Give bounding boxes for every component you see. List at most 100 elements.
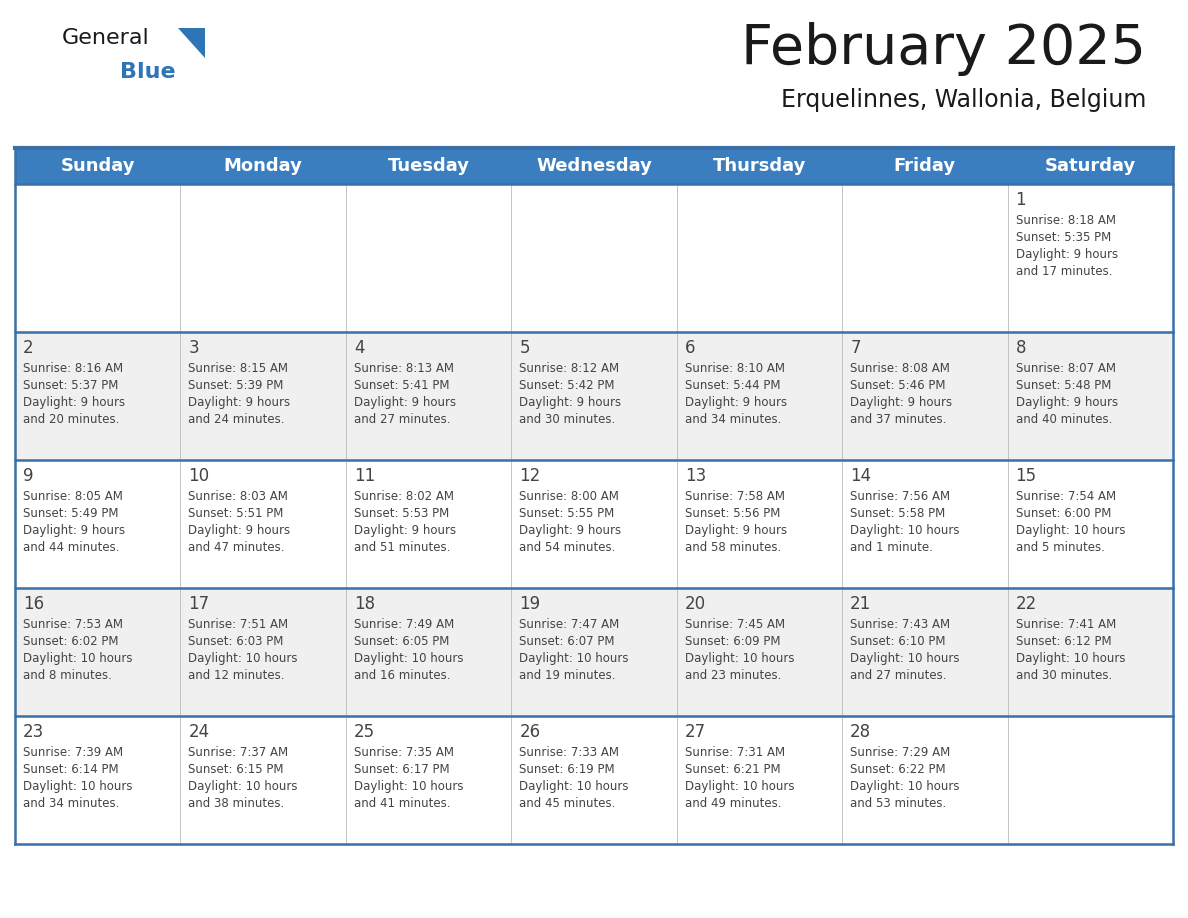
Text: 25: 25 xyxy=(354,723,375,741)
Text: Sunrise: 7:41 AM: Sunrise: 7:41 AM xyxy=(1016,618,1116,631)
Text: Sunset: 5:53 PM: Sunset: 5:53 PM xyxy=(354,507,449,520)
Text: 1: 1 xyxy=(1016,191,1026,209)
Text: Sunrise: 8:05 AM: Sunrise: 8:05 AM xyxy=(23,490,122,503)
Text: Sunrise: 7:58 AM: Sunrise: 7:58 AM xyxy=(684,490,785,503)
Text: Sunset: 6:15 PM: Sunset: 6:15 PM xyxy=(189,763,284,776)
Text: Daylight: 9 hours: Daylight: 9 hours xyxy=(23,524,125,537)
Text: Sunset: 5:35 PM: Sunset: 5:35 PM xyxy=(1016,231,1111,244)
Text: Sunset: 5:39 PM: Sunset: 5:39 PM xyxy=(189,379,284,392)
Text: and 53 minutes.: and 53 minutes. xyxy=(851,797,947,810)
Text: Sunrise: 7:31 AM: Sunrise: 7:31 AM xyxy=(684,746,785,759)
Text: 23: 23 xyxy=(23,723,44,741)
Text: Daylight: 9 hours: Daylight: 9 hours xyxy=(684,524,786,537)
Text: Sunset: 6:10 PM: Sunset: 6:10 PM xyxy=(851,635,946,648)
Text: February 2025: February 2025 xyxy=(741,22,1146,76)
Text: 18: 18 xyxy=(354,595,375,613)
Text: Daylight: 10 hours: Daylight: 10 hours xyxy=(23,652,133,665)
Text: and 27 minutes.: and 27 minutes. xyxy=(354,413,450,426)
Text: Sunrise: 7:47 AM: Sunrise: 7:47 AM xyxy=(519,618,619,631)
Text: Sunset: 5:42 PM: Sunset: 5:42 PM xyxy=(519,379,614,392)
Text: Sunset: 5:49 PM: Sunset: 5:49 PM xyxy=(23,507,119,520)
Text: and 41 minutes.: and 41 minutes. xyxy=(354,797,450,810)
Text: 8: 8 xyxy=(1016,339,1026,357)
Text: and 30 minutes.: and 30 minutes. xyxy=(1016,669,1112,682)
Text: 7: 7 xyxy=(851,339,860,357)
Bar xyxy=(15,148,1173,184)
Text: Daylight: 10 hours: Daylight: 10 hours xyxy=(851,780,960,793)
Text: 4: 4 xyxy=(354,339,365,357)
Text: Daylight: 9 hours: Daylight: 9 hours xyxy=(519,396,621,409)
Text: Daylight: 9 hours: Daylight: 9 hours xyxy=(851,396,953,409)
Text: Sunset: 6:07 PM: Sunset: 6:07 PM xyxy=(519,635,614,648)
Text: Sunset: 5:44 PM: Sunset: 5:44 PM xyxy=(684,379,781,392)
Text: and 27 minutes.: and 27 minutes. xyxy=(851,669,947,682)
Text: Daylight: 9 hours: Daylight: 9 hours xyxy=(23,396,125,409)
Bar xyxy=(15,460,1173,588)
Text: Sunrise: 7:49 AM: Sunrise: 7:49 AM xyxy=(354,618,454,631)
Text: and 8 minutes.: and 8 minutes. xyxy=(23,669,112,682)
Text: Sunset: 5:51 PM: Sunset: 5:51 PM xyxy=(189,507,284,520)
Text: and 37 minutes.: and 37 minutes. xyxy=(851,413,947,426)
Text: Daylight: 10 hours: Daylight: 10 hours xyxy=(684,780,795,793)
Text: and 34 minutes.: and 34 minutes. xyxy=(684,413,781,426)
Text: 24: 24 xyxy=(189,723,209,741)
Text: 15: 15 xyxy=(1016,467,1037,485)
Text: Daylight: 9 hours: Daylight: 9 hours xyxy=(189,396,291,409)
Text: Sunrise: 8:13 AM: Sunrise: 8:13 AM xyxy=(354,362,454,375)
Text: Sunset: 6:02 PM: Sunset: 6:02 PM xyxy=(23,635,119,648)
Text: and 58 minutes.: and 58 minutes. xyxy=(684,541,781,554)
Text: Daylight: 10 hours: Daylight: 10 hours xyxy=(684,652,795,665)
Text: 14: 14 xyxy=(851,467,871,485)
Text: 27: 27 xyxy=(684,723,706,741)
Text: Sunset: 6:19 PM: Sunset: 6:19 PM xyxy=(519,763,615,776)
Text: Daylight: 10 hours: Daylight: 10 hours xyxy=(1016,524,1125,537)
Text: Sunset: 5:58 PM: Sunset: 5:58 PM xyxy=(851,507,946,520)
Text: Sunrise: 8:08 AM: Sunrise: 8:08 AM xyxy=(851,362,950,375)
Text: Sunrise: 7:39 AM: Sunrise: 7:39 AM xyxy=(23,746,124,759)
Text: Daylight: 9 hours: Daylight: 9 hours xyxy=(1016,248,1118,261)
Text: Erquelinnes, Wallonia, Belgium: Erquelinnes, Wallonia, Belgium xyxy=(781,88,1146,112)
Text: Sunrise: 7:33 AM: Sunrise: 7:33 AM xyxy=(519,746,619,759)
Text: Sunrise: 8:18 AM: Sunrise: 8:18 AM xyxy=(1016,214,1116,227)
Bar xyxy=(15,716,1173,844)
Text: Sunday: Sunday xyxy=(61,157,135,175)
Text: 19: 19 xyxy=(519,595,541,613)
Text: Daylight: 9 hours: Daylight: 9 hours xyxy=(519,524,621,537)
Text: Sunset: 6:00 PM: Sunset: 6:00 PM xyxy=(1016,507,1111,520)
Text: and 47 minutes.: and 47 minutes. xyxy=(189,541,285,554)
Text: Sunrise: 7:37 AM: Sunrise: 7:37 AM xyxy=(189,746,289,759)
Text: Daylight: 10 hours: Daylight: 10 hours xyxy=(189,780,298,793)
Text: Sunrise: 7:35 AM: Sunrise: 7:35 AM xyxy=(354,746,454,759)
Text: Sunset: 5:48 PM: Sunset: 5:48 PM xyxy=(1016,379,1111,392)
Text: Daylight: 10 hours: Daylight: 10 hours xyxy=(1016,652,1125,665)
Text: Sunrise: 7:53 AM: Sunrise: 7:53 AM xyxy=(23,618,124,631)
Text: Friday: Friday xyxy=(893,157,956,175)
Text: Daylight: 9 hours: Daylight: 9 hours xyxy=(354,524,456,537)
Text: Saturday: Saturday xyxy=(1044,157,1136,175)
Text: 26: 26 xyxy=(519,723,541,741)
Text: Sunrise: 8:02 AM: Sunrise: 8:02 AM xyxy=(354,490,454,503)
Text: 6: 6 xyxy=(684,339,695,357)
Text: and 49 minutes.: and 49 minutes. xyxy=(684,797,782,810)
Bar xyxy=(15,184,1173,332)
Text: and 38 minutes.: and 38 minutes. xyxy=(189,797,285,810)
Text: and 17 minutes.: and 17 minutes. xyxy=(1016,265,1112,278)
Text: Daylight: 10 hours: Daylight: 10 hours xyxy=(354,780,463,793)
Text: and 23 minutes.: and 23 minutes. xyxy=(684,669,781,682)
Bar xyxy=(15,332,1173,460)
Text: Tuesday: Tuesday xyxy=(387,157,469,175)
Text: Daylight: 10 hours: Daylight: 10 hours xyxy=(354,652,463,665)
Text: and 24 minutes.: and 24 minutes. xyxy=(189,413,285,426)
Text: Sunset: 5:55 PM: Sunset: 5:55 PM xyxy=(519,507,614,520)
Text: Sunrise: 7:56 AM: Sunrise: 7:56 AM xyxy=(851,490,950,503)
Text: and 19 minutes.: and 19 minutes. xyxy=(519,669,615,682)
Text: Sunrise: 7:54 AM: Sunrise: 7:54 AM xyxy=(1016,490,1116,503)
Text: Sunset: 6:03 PM: Sunset: 6:03 PM xyxy=(189,635,284,648)
Text: Sunset: 6:05 PM: Sunset: 6:05 PM xyxy=(354,635,449,648)
Text: and 51 minutes.: and 51 minutes. xyxy=(354,541,450,554)
Text: and 54 minutes.: and 54 minutes. xyxy=(519,541,615,554)
Text: 11: 11 xyxy=(354,467,375,485)
Text: Daylight: 10 hours: Daylight: 10 hours xyxy=(189,652,298,665)
Text: 16: 16 xyxy=(23,595,44,613)
Text: Daylight: 10 hours: Daylight: 10 hours xyxy=(519,652,628,665)
